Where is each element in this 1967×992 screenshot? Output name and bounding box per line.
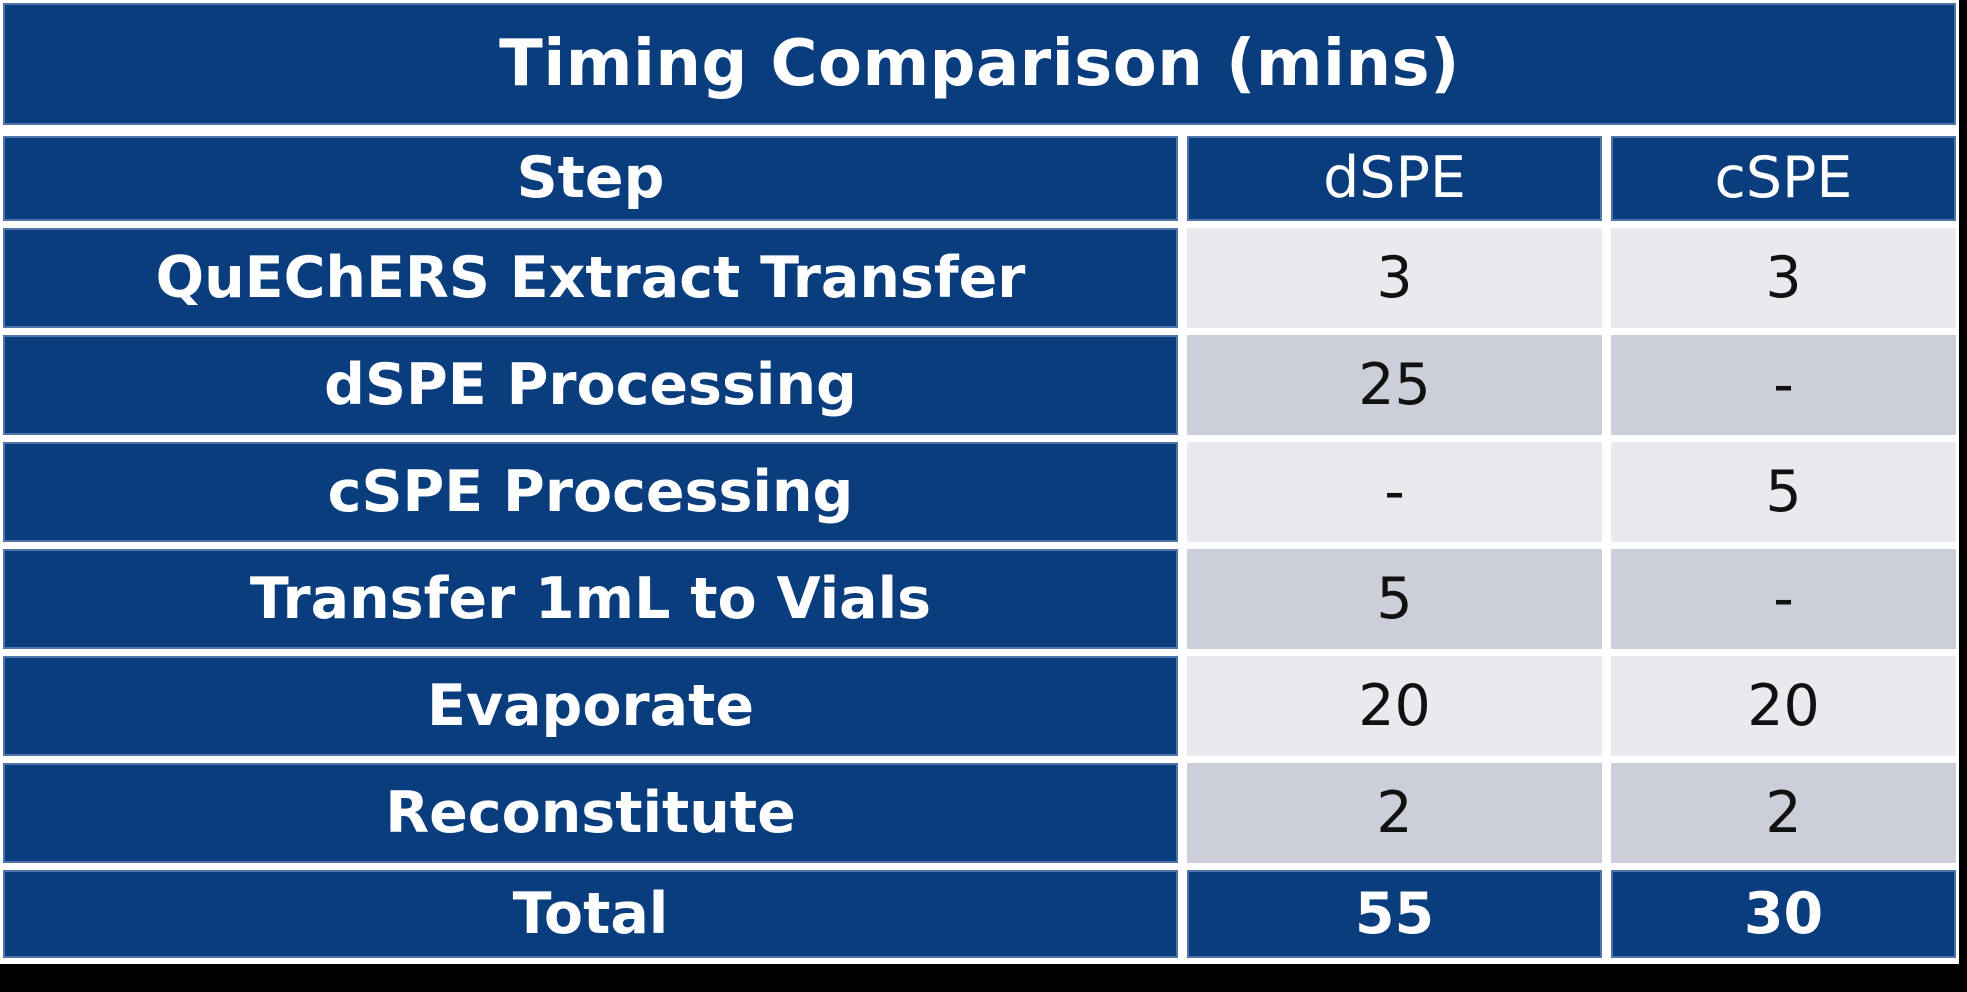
step-cell: cSPE Processing: [3, 442, 1178, 542]
table-title: Timing Comparison (mins): [3, 3, 1956, 125]
value-cell-cspe: 5: [1611, 442, 1956, 542]
value-cell-cspe: 3: [1611, 228, 1956, 328]
table-row: Reconstitute 2 2: [3, 763, 1956, 863]
step-cell: QuEChERS Extract Transfer: [3, 228, 1178, 328]
col-header-cspe: cSPE: [1611, 136, 1956, 221]
value-cell-dspe: 25: [1187, 335, 1602, 435]
value-cell-cspe: 20: [1611, 656, 1956, 756]
col-header-step: Step: [3, 136, 1178, 221]
table-header-row: Step dSPE cSPE: [3, 136, 1956, 221]
total-label-cell: Total: [3, 870, 1178, 958]
value-cell-cspe: -: [1611, 549, 1956, 649]
total-value-dspe: 55: [1187, 870, 1602, 958]
value-cell-dspe: 2: [1187, 763, 1602, 863]
total-value-cspe: 30: [1611, 870, 1956, 958]
table-title-row: Timing Comparison (mins): [3, 3, 1956, 125]
table-row: Evaporate 20 20: [3, 656, 1956, 756]
step-cell: Evaporate: [3, 656, 1178, 756]
value-cell-dspe: 5: [1187, 549, 1602, 649]
table-row: dSPE Processing 25 -: [3, 335, 1956, 435]
step-cell: Reconstitute: [3, 763, 1178, 863]
value-cell-dspe: 20: [1187, 656, 1602, 756]
step-cell: Transfer 1mL to Vials: [3, 549, 1178, 649]
table-row: QuEChERS Extract Transfer 3 3: [3, 228, 1956, 328]
value-cell-cspe: 2: [1611, 763, 1956, 863]
value-cell-cspe: -: [1611, 335, 1956, 435]
table-row: cSPE Processing - 5: [3, 442, 1956, 542]
table-total-row: Total 55 30: [3, 870, 1956, 958]
value-cell-dspe: 3: [1187, 228, 1602, 328]
col-header-dspe: dSPE: [1187, 136, 1602, 221]
value-cell-dspe: -: [1187, 442, 1602, 542]
timing-comparison-table: Timing Comparison (mins) Step dSPE cSPE …: [0, 0, 1959, 964]
table-row: Transfer 1mL to Vials 5 -: [3, 549, 1956, 649]
step-cell: dSPE Processing: [3, 335, 1178, 435]
